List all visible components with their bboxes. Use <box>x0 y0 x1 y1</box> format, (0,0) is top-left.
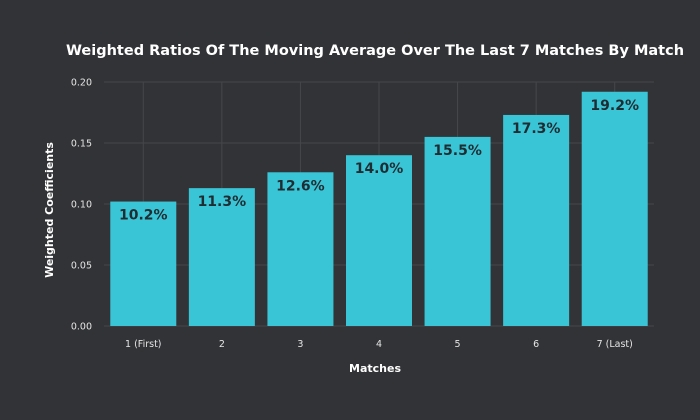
y-tick-label: 0.05 <box>71 261 92 272</box>
y-axis-label: Weighted Coefficients <box>43 142 56 278</box>
bar-value-label: 19.2% <box>590 98 639 114</box>
bar-value-label: 12.6% <box>276 178 325 194</box>
y-tick-label: 0.10 <box>71 200 92 211</box>
bars <box>110 91 648 326</box>
x-tick-label: 2 <box>219 339 225 350</box>
y-tick-label: 0.15 <box>71 139 92 150</box>
bar-value-label: 10.2% <box>119 208 168 224</box>
bar-value-label: 17.3% <box>512 121 561 137</box>
bar <box>188 188 255 326</box>
bar <box>503 114 570 326</box>
bar <box>110 201 177 326</box>
x-axis-ticks: 1 (First) 2 3 4 5 6 7 (Last) <box>125 339 633 350</box>
x-axis-label: Matches <box>349 362 401 375</box>
x-tick-label: 1 (First) <box>125 339 161 350</box>
y-axis-ticks: 0.00 0.05 0.10 0.15 0.20 <box>71 78 92 333</box>
bar <box>424 136 491 326</box>
x-tick-label: 3 <box>297 339 303 350</box>
bar <box>267 172 334 326</box>
y-tick-label: 0.00 <box>71 322 92 333</box>
bar-value-label: 14.0% <box>355 161 404 177</box>
bar <box>581 91 648 326</box>
bar <box>346 155 412 326</box>
y-tick-label: 0.20 <box>71 78 92 89</box>
x-tick-label: 5 <box>455 339 461 350</box>
data-labels: 10.2% 11.3% 12.6% 14.0% 15.5% 17.3% 19.2% <box>119 98 639 224</box>
x-tick-label: 7 (Last) <box>597 339 633 350</box>
chart-title: Weighted Ratios Of The Moving Average Ov… <box>66 43 684 59</box>
bar-value-label: 11.3% <box>198 194 247 210</box>
x-tick-label: 4 <box>376 339 382 350</box>
x-tick-label: 6 <box>533 339 539 350</box>
bar-value-label: 15.5% <box>433 143 482 159</box>
